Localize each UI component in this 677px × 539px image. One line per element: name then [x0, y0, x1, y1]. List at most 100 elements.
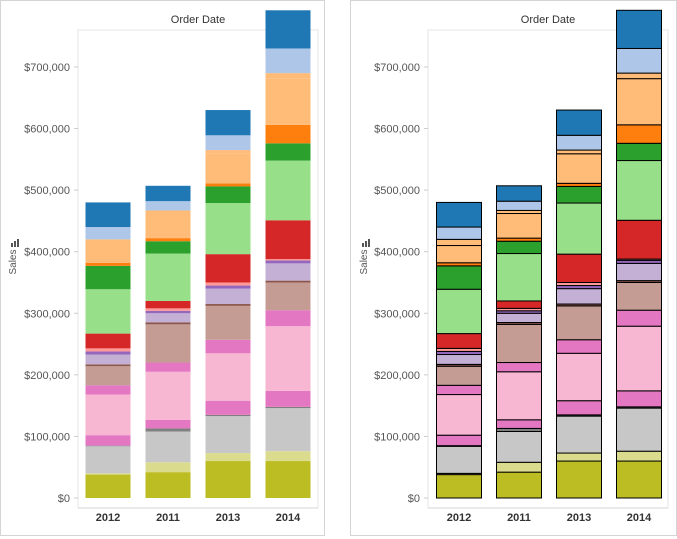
bar-segment	[496, 253, 542, 302]
bar-segment	[205, 305, 251, 340]
bar-segment	[85, 245, 131, 263]
y-tick-label: $500,000	[24, 185, 70, 197]
bar-segment	[265, 48, 311, 74]
bar-segment	[205, 203, 251, 255]
bar-segment	[85, 354, 131, 365]
bar-segment	[145, 362, 191, 372]
bar-segment	[436, 365, 482, 386]
x-category-label: 2014	[276, 512, 301, 524]
bar-chart-icon	[11, 243, 13, 247]
x-category-label: 2013	[567, 512, 591, 524]
bar-segment	[145, 322, 191, 325]
bar-chart-icon	[14, 241, 16, 247]
bar-segment	[205, 304, 251, 306]
bar-segment	[436, 265, 482, 290]
bar-segment	[556, 109, 602, 136]
bar-segment	[496, 323, 542, 364]
bar-segment	[85, 265, 131, 290]
bar-segment	[556, 185, 602, 204]
bar-segment	[205, 135, 251, 151]
bar-segment	[85, 333, 131, 349]
bar-segment	[145, 238, 191, 242]
bar-segment	[496, 430, 542, 463]
y-tick-label: $0	[408, 493, 420, 505]
bar-segment	[436, 238, 482, 247]
bar-segment	[556, 288, 602, 305]
bar-segment	[205, 110, 251, 136]
bar-segment	[265, 461, 311, 498]
bar-segment	[436, 333, 482, 349]
bar-segment	[85, 445, 131, 447]
bar-segment	[205, 285, 251, 289]
x-category-label: 2011	[507, 512, 531, 524]
bar-segment	[85, 227, 131, 240]
y-tick-label: $300,000	[24, 308, 70, 320]
bar-chart-icon	[17, 239, 19, 247]
bar-segment	[85, 366, 131, 386]
bar-segment	[145, 241, 191, 254]
bar-segment	[436, 445, 482, 474]
bar-segment	[265, 451, 311, 462]
bar-segment	[265, 406, 311, 409]
bar-segment	[205, 416, 251, 454]
bar-segment	[145, 371, 191, 420]
bar-segment	[496, 200, 542, 211]
y-tick-label: $100,000	[24, 431, 70, 443]
bar-segment	[616, 407, 662, 452]
bar-segment	[145, 210, 191, 214]
bar-segment	[265, 143, 311, 161]
bar-segment	[205, 282, 251, 286]
bar-segment	[265, 73, 311, 79]
y-tick-label: $500,000	[374, 185, 420, 197]
bar-segment	[85, 351, 131, 355]
bar-segment	[85, 473, 131, 475]
x-category-label: 2014	[627, 512, 652, 524]
bar-segment	[205, 414, 251, 417]
bar-segment	[145, 462, 191, 473]
bar-segment	[265, 310, 311, 327]
bar-segment	[265, 280, 311, 283]
bar-segment	[436, 434, 482, 447]
bar-segment	[556, 149, 602, 155]
bar-segment	[616, 72, 662, 80]
chart-header: Order Date	[521, 14, 575, 26]
bar-segment	[496, 471, 542, 499]
y-tick-label: $100,000	[374, 431, 420, 443]
y-tick-label: $300,000	[374, 308, 420, 320]
bar-segment	[496, 185, 542, 202]
bar-segment	[205, 339, 251, 354]
y-tick-label: $600,000	[24, 124, 70, 136]
bar-segment	[616, 78, 662, 126]
bar-segment	[145, 313, 191, 323]
bar-segment	[556, 305, 602, 341]
bar-chart-icon	[365, 241, 367, 247]
bar-segment	[616, 9, 662, 49]
bar-segment	[205, 183, 251, 187]
bar-segment	[496, 362, 542, 373]
bar-segment	[436, 201, 482, 228]
bar-segment	[616, 160, 662, 221]
bar-segment	[145, 213, 191, 239]
bar-segment	[145, 185, 191, 202]
bar-segment	[85, 385, 131, 395]
bar-segment	[265, 263, 311, 281]
bar-segment	[265, 408, 311, 452]
bar-segment	[85, 474, 131, 498]
bar-segment	[616, 262, 662, 282]
bar-segment	[145, 428, 191, 432]
bar-segment	[436, 384, 482, 396]
bar-segment	[145, 300, 191, 309]
bar-segment	[145, 201, 191, 211]
bar-segment	[265, 260, 311, 264]
bar-segment	[85, 394, 131, 436]
bar-segment	[265, 326, 311, 391]
bar-segment	[556, 134, 602, 151]
y-tick-label: $700,000	[374, 62, 420, 74]
bar-segment	[205, 461, 251, 498]
y-axis-label: Sales	[359, 249, 370, 274]
bar-segment	[436, 354, 482, 365]
bar-segment	[265, 10, 311, 49]
bar-segment	[145, 324, 191, 363]
y-tick-label: $400,000	[374, 247, 420, 259]
